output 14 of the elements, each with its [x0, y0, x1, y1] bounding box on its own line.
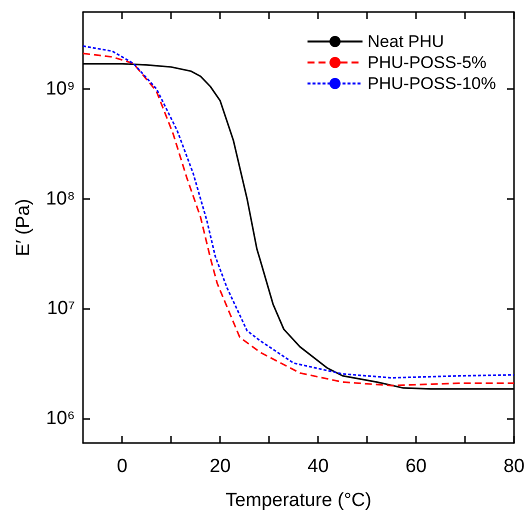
x-tick-label: 0	[116, 456, 128, 477]
x-tick-label: 40	[308, 456, 329, 477]
y-axis-title: E′ (Pa)	[13, 198, 34, 256]
legend-label: Neat PHU	[368, 32, 444, 51]
y-tick-label: 10⁶	[46, 408, 75, 430]
legend-label: PHU-POSS-5%	[368, 53, 487, 72]
x-tick-label: 80	[503, 456, 525, 477]
legend-label: PHU-POSS-10%	[368, 74, 496, 93]
x-axis-title: Temperature (°C)	[226, 490, 372, 511]
x-tick-label: 20	[210, 456, 231, 477]
y-tick-label: 10⁹	[46, 78, 75, 100]
x-tick-label: 60	[405, 456, 427, 477]
y-tick-label: 10⁷	[46, 298, 76, 320]
y-tick-label: 10⁸	[46, 188, 75, 210]
